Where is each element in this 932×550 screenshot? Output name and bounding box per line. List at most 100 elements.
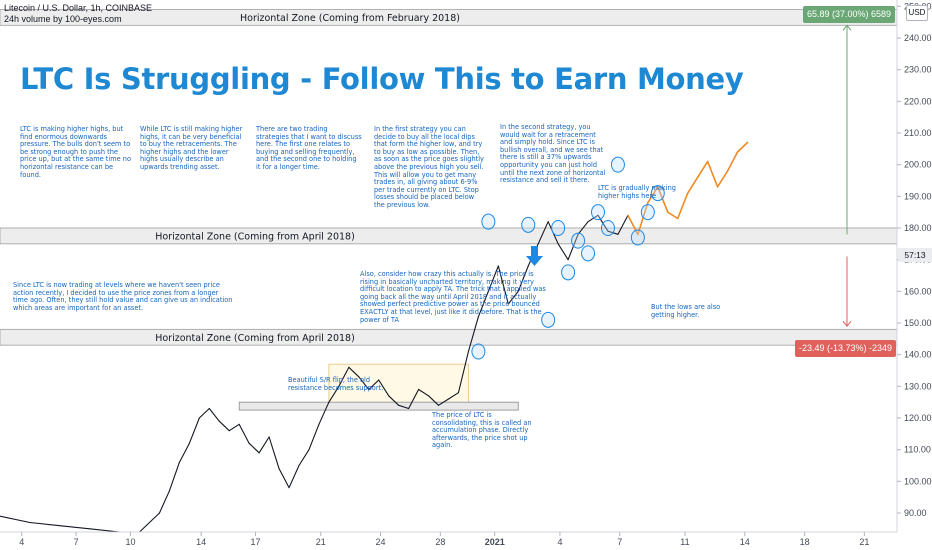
horizontal-zone-label: Horizontal Zone (Coming from April 2018)	[155, 333, 355, 344]
price-segment	[627, 214, 639, 236]
price-segment	[178, 442, 190, 463]
price-segment	[457, 350, 469, 394]
price-segment	[647, 186, 659, 204]
price-segment	[328, 385, 340, 403]
price-tick-label: 90.00	[904, 508, 927, 518]
pivot-marker[interactable]	[610, 156, 625, 173]
measure-up-badge: 65.89 (37.00%) 6589	[803, 6, 896, 23]
price-segment	[577, 221, 589, 235]
indicator-header[interactable]: 24h volume by 100-eyes.com	[4, 14, 122, 24]
price-segment	[398, 404, 410, 410]
time-tick-label: 24	[376, 537, 386, 547]
note-accumulation: The price of LTC is consolidating, this …	[432, 411, 532, 450]
time-tick-label: 14	[740, 537, 750, 547]
time-tick-label: 10	[125, 537, 135, 547]
price-segment	[716, 170, 729, 188]
pivot-marker[interactable]	[551, 220, 566, 236]
price-segment	[228, 423, 240, 432]
horizontal-zone-label: Horizontal Zone (Coming from February 20…	[240, 13, 460, 24]
horizontal-zone[interactable]	[0, 227, 898, 245]
price-segment	[388, 395, 400, 406]
price-segment	[238, 423, 250, 444]
price-segment	[537, 221, 549, 245]
price-segment	[278, 468, 290, 489]
price-segment	[248, 442, 260, 454]
symbol-header[interactable]: Litecoin / U.S. Dollar, 1h, COINBASE	[4, 3, 153, 13]
price-segment	[29, 521, 61, 527]
price-tick-label: 100.00	[904, 476, 932, 486]
pivot-marker[interactable]	[640, 204, 655, 221]
price-segment	[497, 265, 509, 305]
pivot-marker[interactable]	[591, 204, 605, 221]
price-segment	[0, 515, 31, 524]
price-segment	[188, 417, 200, 444]
price-segment	[338, 366, 350, 387]
current-price-tag: 57:13	[898, 248, 932, 262]
price-segment	[696, 160, 709, 179]
price-segment	[208, 407, 220, 422]
pivot-marker[interactable]	[471, 343, 486, 360]
price-segment	[587, 214, 599, 223]
price-tick-label: 220.00	[904, 96, 932, 106]
price-tick-label: 200.00	[904, 160, 932, 170]
time-tick-label: 4	[19, 537, 24, 547]
time-tick-label: 18	[800, 537, 810, 547]
price-segment	[288, 464, 300, 489]
time-tick-label: 2021	[485, 537, 505, 547]
pivot-marker[interactable]	[600, 220, 615, 236]
horizontal-zone[interactable]	[0, 328, 898, 346]
price-segment	[408, 388, 420, 410]
note-old-zones: Since LTC is now trading at levels where…	[13, 281, 233, 312]
price-segment	[726, 151, 739, 172]
pivot-marker[interactable]	[561, 264, 576, 281]
time-tick-label: 14	[196, 537, 206, 547]
pivot-marker[interactable]	[481, 213, 496, 230]
note-uncharted: Also, consider how crazy this actually i…	[360, 270, 546, 324]
note-first-strategy: In the first strategy you can decide to …	[374, 125, 484, 209]
measure-down-badge: -23.49 (-13.73%) -2349	[795, 340, 897, 357]
currency-button[interactable]: USD	[906, 5, 928, 21]
price-tick-label: 190.00	[904, 191, 932, 201]
price-tick-label: 150.00	[904, 318, 932, 328]
price-segment	[447, 392, 460, 400]
price-segment	[268, 436, 280, 470]
price-segment	[298, 449, 310, 467]
price-segment	[567, 233, 579, 261]
sr-flip-zone[interactable]	[238, 401, 519, 411]
price-segment	[59, 525, 91, 530]
pivot-marker[interactable]	[521, 216, 536, 233]
price-segment	[138, 512, 161, 533]
note-sr-flip: Beautiful S/R flip, the old resistance b…	[288, 376, 384, 392]
price-tick-label: 230.00	[904, 65, 932, 75]
time-axis[interactable]: 4 7 10 14 17 21 24 28 2021 4 7 11 14 18 21	[19, 532, 869, 547]
price-segment	[258, 436, 270, 454]
price-segment	[477, 290, 489, 318]
pivot-marker[interactable]	[581, 245, 596, 262]
pivot-marker[interactable]	[630, 229, 645, 246]
price-segment	[517, 265, 529, 292]
time-tick-label: 17	[251, 537, 261, 547]
time-tick-label: 21	[859, 537, 869, 547]
price-tick-label: 180.00	[904, 223, 932, 233]
price-tick-label: 110.00	[904, 445, 931, 455]
pivot-marker[interactable]	[571, 232, 586, 249]
time-tick-label: 21	[316, 537, 326, 547]
price-segment	[198, 407, 210, 419]
price-tick-label: 120.00	[904, 413, 932, 423]
price-segment	[318, 401, 330, 425]
note-strategies: There are two trading strategies that I …	[256, 125, 362, 171]
pivot-marker[interactable]	[650, 185, 665, 202]
price-segment	[218, 420, 230, 432]
price-segment	[686, 176, 699, 194]
price-segment	[308, 423, 320, 451]
pivot-marker[interactable]	[541, 311, 556, 328]
idea-title: LTC Is Struggling - Follow This to Earn …	[20, 62, 744, 96]
price-segment	[158, 490, 170, 514]
price-segment	[736, 141, 749, 153]
time-tick-label: 7	[74, 537, 79, 547]
horizontal-zone-label: Horizontal Zone (Coming from April 2018)	[155, 231, 355, 242]
arrow-down-icon	[526, 246, 543, 266]
price-series-historical	[0, 214, 629, 533]
time-tick-label: 4	[557, 537, 562, 547]
